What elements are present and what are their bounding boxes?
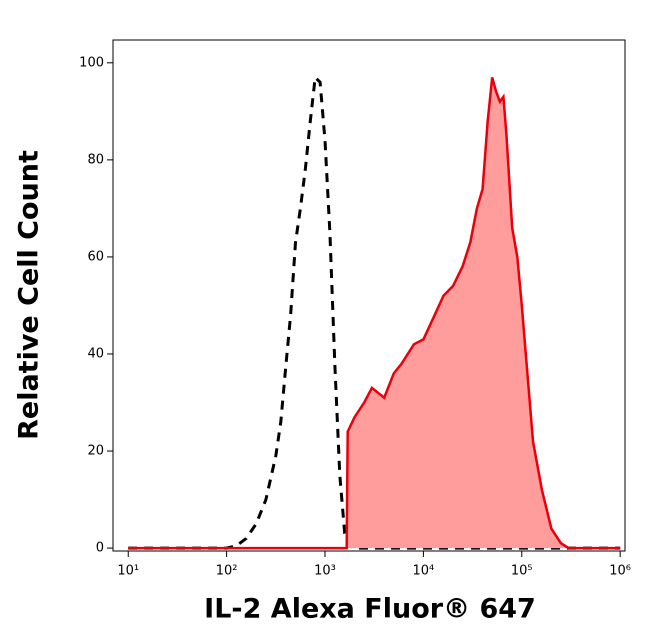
x-tick-label: 10³ bbox=[314, 564, 336, 579]
y-tick-label: 20 bbox=[87, 444, 104, 459]
plot-frame bbox=[112, 39, 626, 552]
y-axis-title: Relative Cell Count bbox=[14, 150, 45, 440]
y-tick-label: 80 bbox=[87, 152, 104, 167]
x-tick-label: 10⁵ bbox=[511, 564, 533, 579]
y-tick-label: 0 bbox=[96, 541, 104, 556]
area bbox=[128, 77, 621, 549]
y-tick-label: 100 bbox=[79, 55, 104, 70]
x-tick-label: 10⁶ bbox=[609, 564, 631, 579]
line bbox=[128, 77, 621, 550]
y-tick-label: 60 bbox=[87, 249, 104, 264]
x-tick-label: 10¹ bbox=[117, 564, 139, 579]
y-tick-label: 40 bbox=[87, 346, 104, 361]
x-tick-label: 10² bbox=[216, 564, 238, 579]
x-tick-label: 10⁴ bbox=[413, 564, 435, 579]
x-axis-title: IL-2 Alexa Fluor® 647 bbox=[204, 594, 536, 625]
